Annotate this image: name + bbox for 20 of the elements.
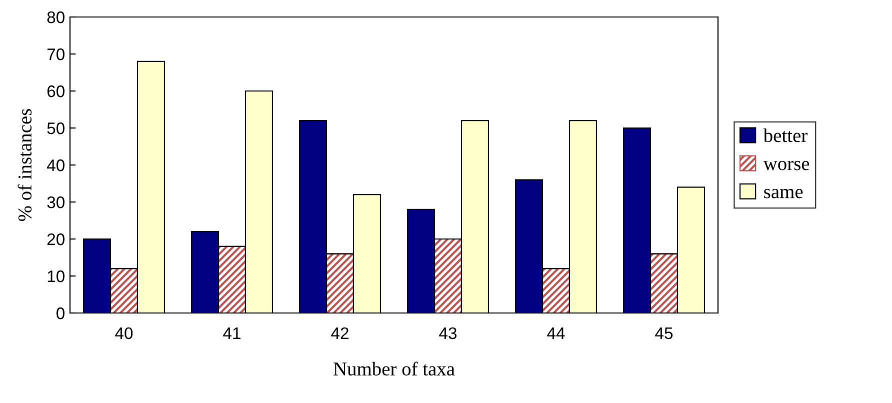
x-tick-label: 45 [655, 328, 673, 340]
legend-label: same [764, 188, 803, 198]
x-axis-title: Number of taxa [334, 362, 455, 376]
y-tick-label: 10 [48, 270, 64, 282]
x-tick-label: 42 [331, 327, 348, 339]
y-axis-title: % of instances [18, 109, 32, 222]
legend-label: better [763, 128, 808, 142]
x-tick-label: 44 [547, 328, 565, 339]
y-tick-label: 0 [56, 307, 64, 320]
legend-label: worse [763, 160, 810, 170]
y-tick-label: 70 [47, 48, 64, 60]
x-tick-label: 40 [115, 327, 133, 340]
y-tick-label: 40 [46, 159, 64, 172]
x-tick-label: 43 [439, 327, 457, 340]
y-tick-label: 50 [47, 122, 64, 134]
y-tick-label: 80 [47, 11, 64, 24]
y-tick-label: 20 [47, 233, 64, 246]
x-tick-label: 41 [223, 328, 240, 339]
y-tick-label: 30 [47, 196, 64, 208]
y-tick-label: 60 [47, 85, 64, 98]
